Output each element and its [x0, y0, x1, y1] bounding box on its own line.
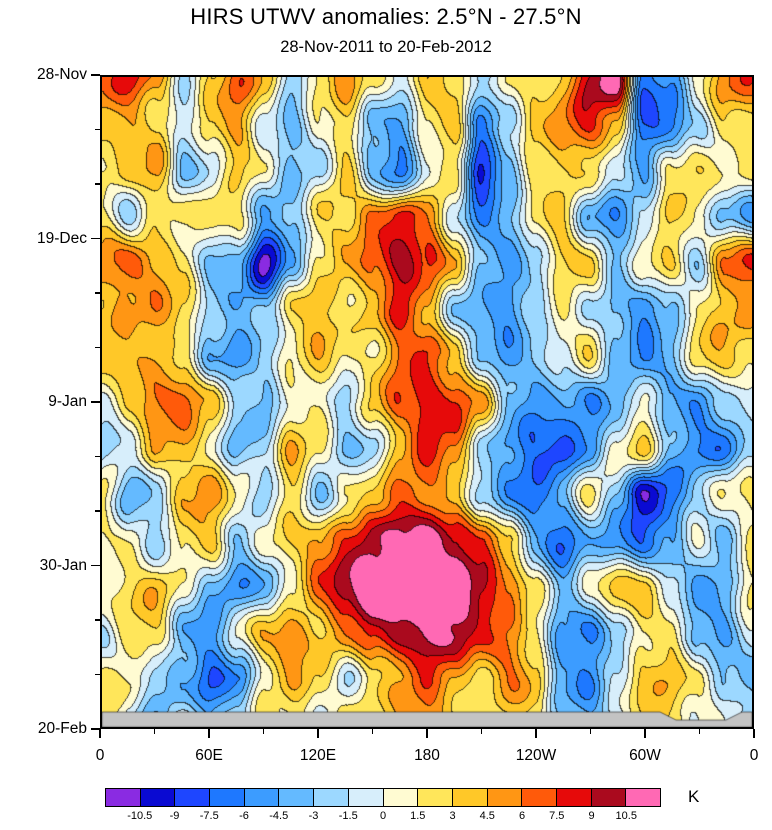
axis-tick-mark — [480, 729, 483, 734]
colorbar-tick-label: 9 — [588, 810, 595, 822]
axis-tick-mark — [317, 729, 319, 738]
colorbar-tick-label: 3 — [449, 810, 456, 822]
x-axis-tick-label: 60E — [195, 747, 223, 764]
colorbar-swatch — [487, 789, 523, 806]
colorbar-swatch — [556, 789, 592, 806]
y-axis-tick-label: 9-Jan — [48, 393, 87, 410]
colorbar-labels: -10.5 -9 -7.5 -6 -4.5 -3 -1.5 0 1.5 3 4.5 6 7.5 9 10.5 — [105, 810, 661, 824]
chart-subtitle: 28-Nov-2011 to 20-Feb-2012 — [280, 38, 492, 56]
colorbar-swatch — [175, 789, 211, 806]
colorbar-tick-label: 10.5 — [615, 810, 637, 822]
colorbar-tick-label: -4.5 — [269, 810, 289, 822]
colorbar-swatch — [244, 789, 280, 806]
axis-tick-mark — [95, 673, 100, 676]
colorbar-swatch — [106, 789, 141, 806]
axis-tick-mark — [153, 729, 156, 734]
colorbar-tick-label: -6 — [239, 810, 249, 822]
axis-tick-mark — [426, 729, 428, 738]
axis-tick-mark — [698, 729, 701, 734]
colorbar-swatch — [452, 789, 488, 806]
axis-tick-mark — [91, 237, 100, 240]
heatmap-canvas — [102, 77, 752, 727]
colorbar-tick-label: 6 — [518, 810, 526, 822]
colorbar-swatch — [314, 789, 349, 806]
x-axis-tick-label: 180 — [414, 747, 440, 764]
y-axis-tick-label: 30-Jan — [39, 556, 87, 574]
x-axis-tick-label: 0 — [749, 747, 759, 764]
axis-tick-mark — [91, 728, 100, 730]
colorbar-tick-label: -9 — [169, 810, 180, 822]
axis-tick-mark — [589, 729, 592, 734]
colorbar-swatch — [522, 789, 557, 806]
colorbar-units-label: K — [688, 787, 700, 806]
colorbar-tick-label: -10.5 — [127, 810, 153, 822]
colorbar-swatch — [210, 789, 245, 806]
y-axis-tick-label: 28-Nov — [37, 66, 87, 83]
y-axis-tick-label: 20-Feb — [37, 720, 87, 737]
axis-tick-mark — [644, 729, 646, 738]
colorbar-tick-label: 0 — [379, 810, 387, 822]
axis-tick-mark — [371, 729, 374, 734]
axis-tick-mark — [95, 183, 100, 185]
axis-tick-mark — [91, 74, 100, 76]
axis-tick-mark — [535, 729, 537, 738]
axis-tick-mark — [95, 292, 100, 294]
x-axis-tick-label: 0 — [95, 747, 105, 764]
axis-tick-mark — [95, 619, 100, 621]
axis-tick-mark — [95, 346, 100, 349]
axis-tick-mark — [262, 729, 265, 734]
colorbar-tick-label: 1.5 — [410, 810, 426, 822]
axis-tick-mark — [753, 729, 755, 738]
axis-tick-mark — [99, 729, 101, 738]
y-axis-tick-label: 19-Dec — [37, 229, 87, 247]
colorbar-swatch — [626, 789, 660, 806]
colorbar-swatch — [140, 789, 176, 806]
x-axis-tick-label: 120E — [299, 747, 337, 764]
axis-tick-mark — [95, 128, 100, 131]
x-axis-tick-label: 60W — [629, 747, 661, 764]
colorbar-tick-label: -7.5 — [199, 810, 219, 822]
axis-tick-mark — [208, 729, 210, 738]
axis-tick-mark — [91, 564, 100, 567]
colorbar-swatch — [348, 789, 384, 806]
colorbar-tick-label: -1.5 — [338, 810, 358, 822]
axis-tick-mark — [95, 510, 100, 512]
colorbar-tick-label: 4.5 — [479, 810, 495, 822]
axis-tick-mark — [95, 455, 100, 458]
colorbar — [105, 788, 661, 807]
colorbar-swatch — [279, 789, 315, 806]
chart-title: HIRS UTWV anomalies: 2.5°N - 27.5°N — [190, 4, 582, 29]
plot-area — [100, 75, 754, 729]
x-axis-tick-label: 120W — [515, 747, 557, 764]
colorbar-tick-label: -3 — [308, 810, 319, 822]
colorbar-swatch — [418, 789, 453, 806]
colorbar-swatch — [383, 789, 419, 806]
colorbar-swatch — [591, 789, 627, 806]
axis-tick-mark — [91, 401, 100, 403]
colorbar-tick-label: 7.5 — [549, 810, 565, 822]
